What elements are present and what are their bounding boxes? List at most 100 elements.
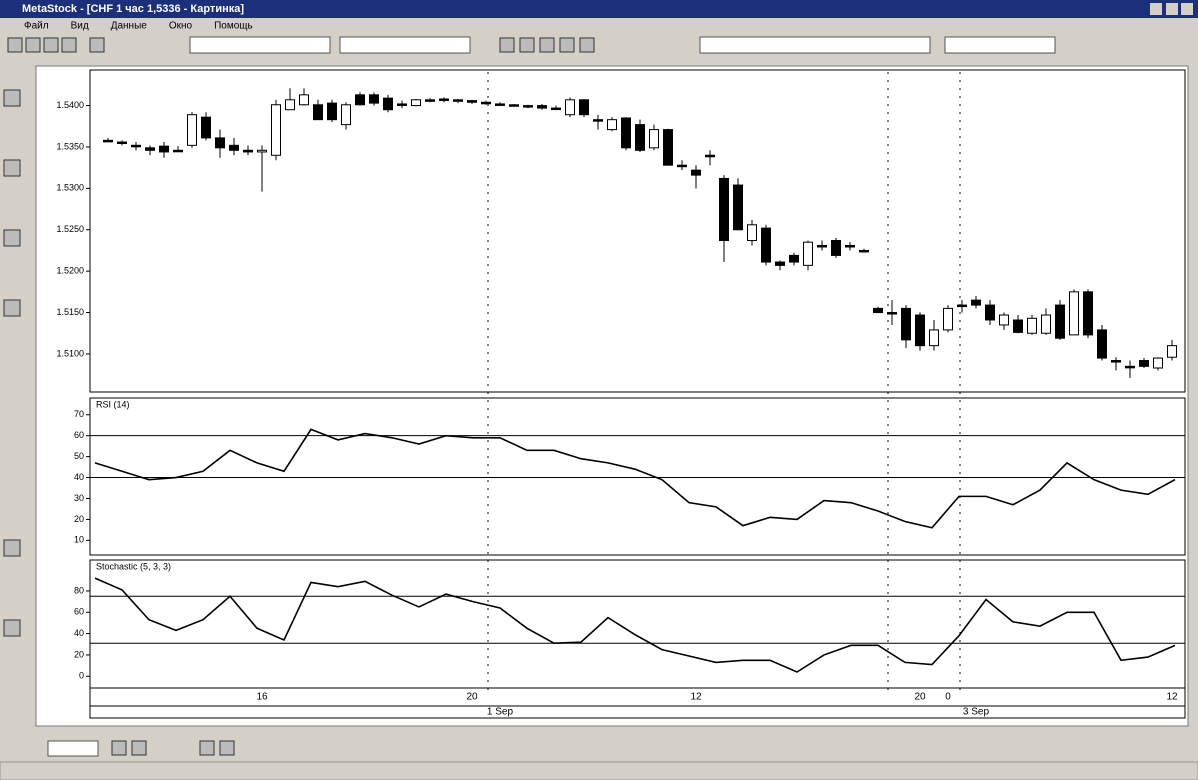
candle-body <box>831 240 841 256</box>
candle-body <box>523 105 533 108</box>
x-tick-label: 0 <box>945 692 951 703</box>
tool-zoom[interactable] <box>89 37 105 53</box>
candle-body <box>299 94 309 106</box>
candle-body <box>943 307 953 331</box>
y-tick-label: 50 <box>74 451 84 461</box>
candle-body <box>901 307 911 341</box>
x-tick-label: 20 <box>914 692 926 703</box>
candle-body <box>789 254 799 263</box>
candle-body <box>495 103 505 106</box>
price-panel <box>89 69 1186 393</box>
combo-style[interactable] <box>189 36 331 54</box>
panel-title: RSI (14) <box>96 399 130 409</box>
menu-item[interactable]: Помощь <box>214 21 253 32</box>
candle-body <box>1027 317 1037 334</box>
tool-channel[interactable] <box>3 539 21 557</box>
candle-body <box>257 149 267 153</box>
candle-body <box>747 224 757 242</box>
candle-body <box>453 99 463 102</box>
y-tick-label: 30 <box>74 493 84 503</box>
x-tick-label: 16 <box>256 692 268 703</box>
candle-body <box>313 104 323 121</box>
x-axis-band <box>89 687 1186 719</box>
tool-grid[interactable] <box>559 37 575 53</box>
tool-cycle[interactable] <box>3 619 21 637</box>
candle-body <box>1139 360 1149 367</box>
tool-next[interactable] <box>219 740 235 756</box>
candle-body <box>131 144 141 148</box>
candle-body <box>859 249 869 253</box>
y-tick-label: 1.5350 <box>56 141 84 151</box>
y-tick-label: 1.5100 <box>56 348 84 358</box>
combo-period[interactable] <box>339 36 471 54</box>
candle-body <box>705 154 715 158</box>
menu-item[interactable]: Файл <box>24 21 49 32</box>
candle-body <box>761 227 771 263</box>
tool-bars[interactable] <box>499 37 515 53</box>
candle-body <box>677 164 687 168</box>
candle-body <box>649 129 659 149</box>
y-tick-label: 80 <box>74 585 84 595</box>
tool-crosshair[interactable] <box>579 37 595 53</box>
candle-body <box>985 304 995 321</box>
candle-body <box>579 99 589 116</box>
candle-body <box>383 97 393 111</box>
x-date-label: 1 Sep <box>487 707 514 718</box>
x-tick-label: 12 <box>1166 692 1178 703</box>
tool-line[interactable] <box>539 37 555 53</box>
tool-fibo[interactable] <box>3 229 21 247</box>
y-tick-label: 20 <box>74 514 84 524</box>
combo-indicator[interactable] <box>699 36 931 54</box>
tool-text[interactable] <box>3 299 21 317</box>
tool-trendline[interactable] <box>3 159 21 177</box>
tool-prev[interactable] <box>199 740 215 756</box>
minimize-button[interactable] <box>1150 3 1162 15</box>
tool-new[interactable] <box>7 37 23 53</box>
tool-save[interactable] <box>43 37 59 53</box>
candle-body <box>1083 291 1093 336</box>
candle-body <box>663 129 673 166</box>
candle-body <box>173 149 183 153</box>
menu-item[interactable]: Вид <box>71 21 89 32</box>
candle-body <box>397 103 407 106</box>
candle-body <box>1167 345 1177 358</box>
y-tick-label: 1.5400 <box>56 100 84 110</box>
candle-body <box>845 244 855 248</box>
candle-body <box>999 314 1009 326</box>
combo-scroll[interactable] <box>47 740 99 757</box>
menu-item[interactable]: Окно <box>169 21 193 32</box>
tool-zoom-in[interactable] <box>111 740 127 756</box>
y-tick-label: 70 <box>74 409 84 419</box>
status-bar <box>0 761 1198 780</box>
combo-color[interactable] <box>944 36 1056 54</box>
candle-body <box>481 101 491 105</box>
candle-body <box>1111 360 1121 363</box>
menu-item[interactable]: Данные <box>111 21 148 32</box>
bottom-toolbar <box>47 740 235 757</box>
candle-body <box>411 99 421 107</box>
y-tick-label: 60 <box>74 430 84 440</box>
tool-print[interactable] <box>61 37 77 53</box>
candle-body <box>145 147 155 151</box>
candle-body <box>803 241 813 266</box>
candle-body <box>187 114 197 146</box>
candle-body <box>509 104 519 107</box>
candle-body <box>691 169 701 176</box>
candle-body <box>915 314 925 347</box>
candle-body <box>1013 319 1023 333</box>
tool-cursor[interactable] <box>3 89 21 107</box>
tool-candles[interactable] <box>519 37 535 53</box>
candle-body <box>775 261 785 266</box>
close-button[interactable] <box>1181 3 1193 15</box>
candle-body <box>733 184 743 231</box>
y-tick-label: 40 <box>74 472 84 482</box>
y-tick-label: 60 <box>74 607 84 617</box>
y-tick-label: 20 <box>74 649 84 659</box>
y-tick-label: 10 <box>74 535 84 545</box>
tool-open[interactable] <box>25 37 41 53</box>
candle-body <box>243 149 253 153</box>
tool-zoom-out[interactable] <box>131 740 147 756</box>
maximize-button[interactable] <box>1166 3 1178 15</box>
